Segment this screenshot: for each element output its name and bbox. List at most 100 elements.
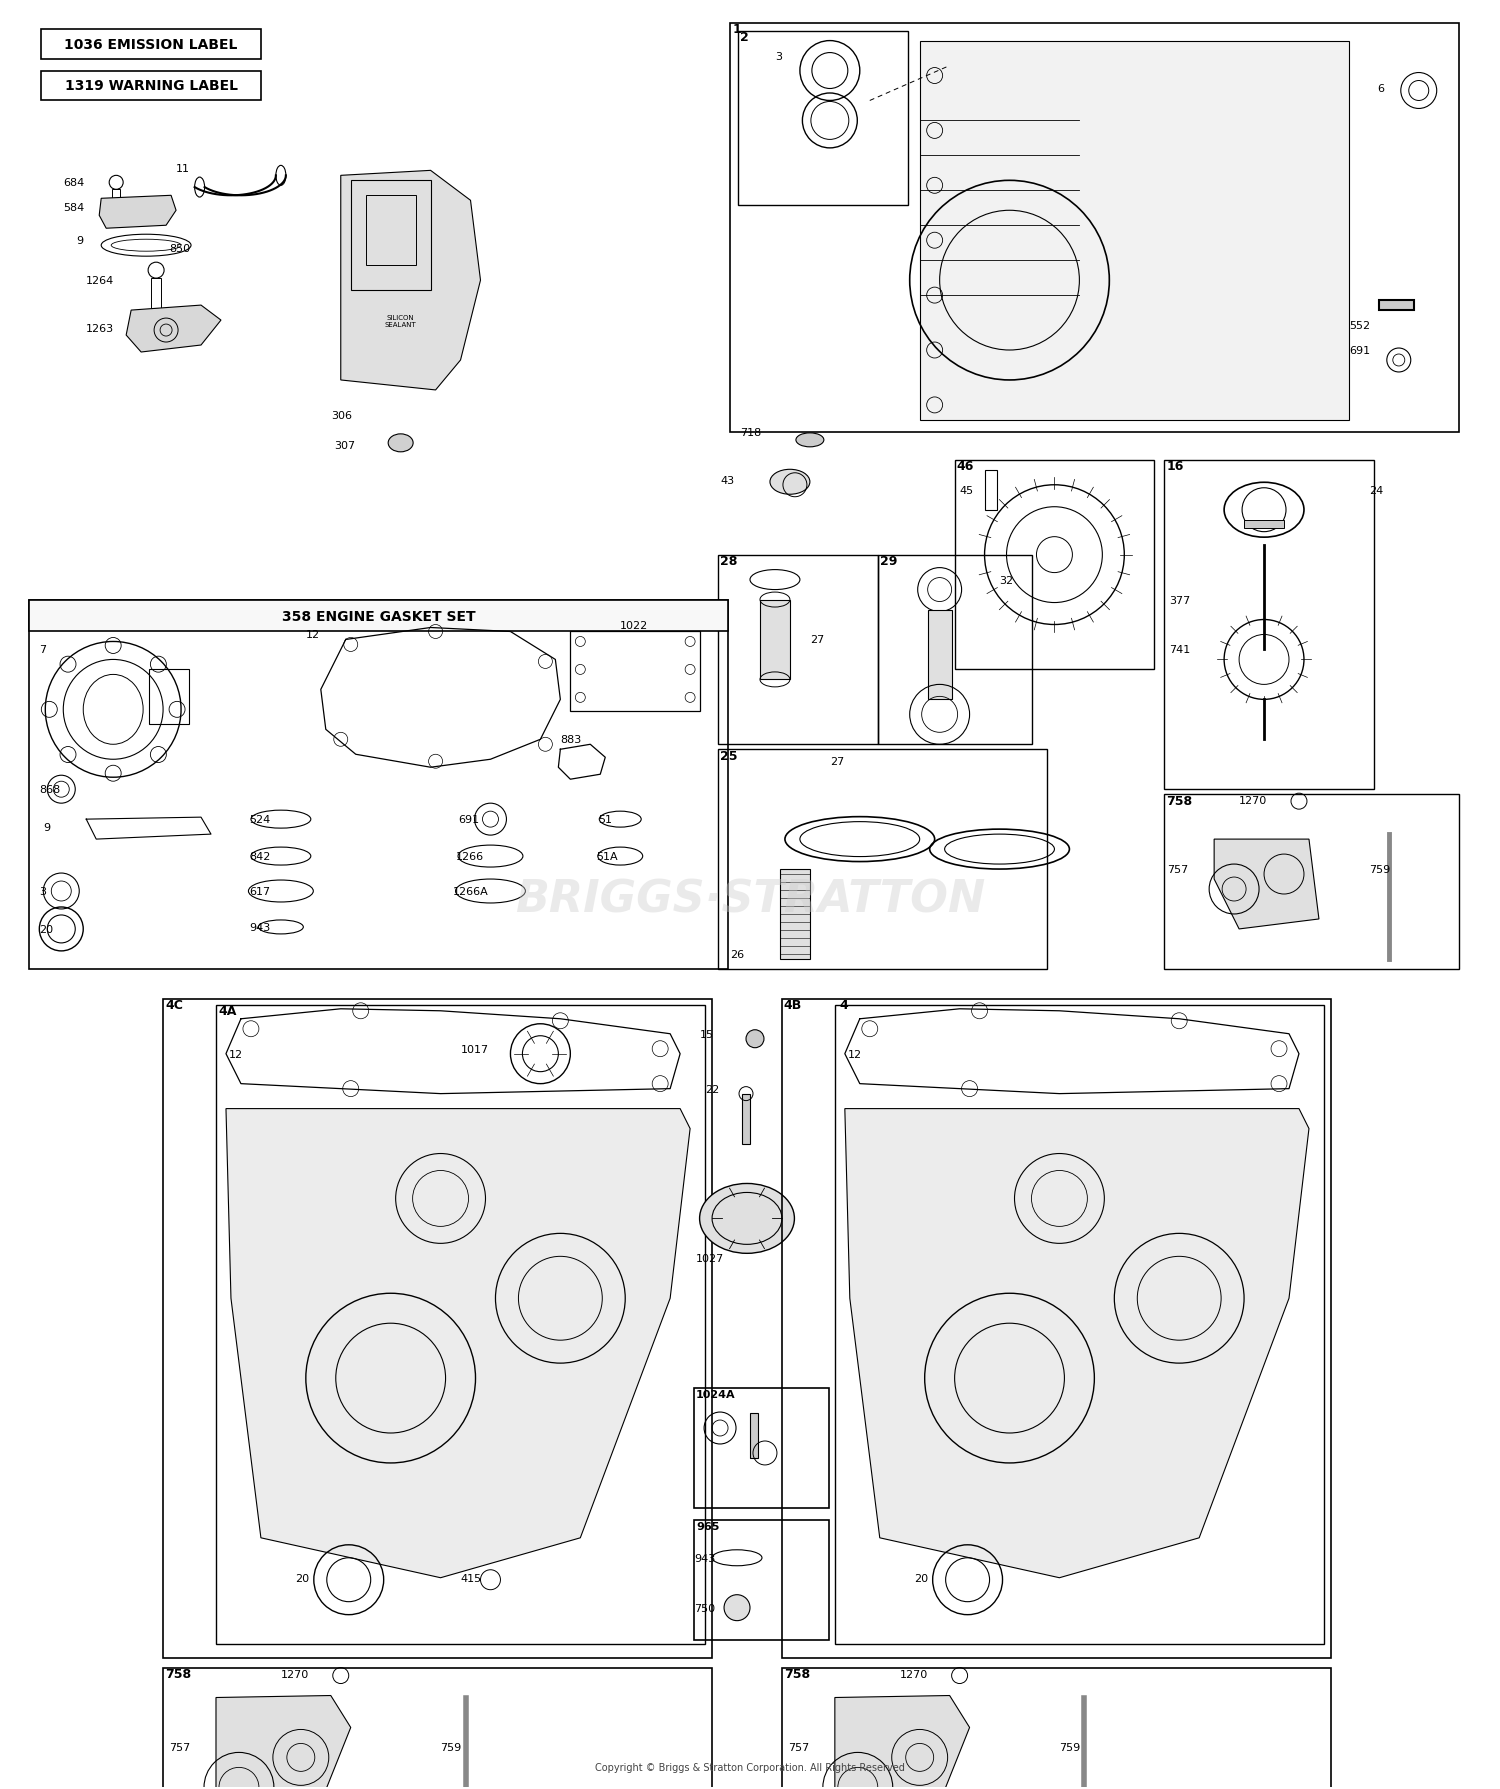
Text: 750: 750 [694,1603,715,1612]
Bar [742,1095,750,1143]
Text: Copyright © Briggs & Stratton Corporation. All Rights Reserved: Copyright © Briggs & Stratton Corporatio… [596,1762,904,1773]
Text: 524: 524 [249,814,270,825]
Text: 25: 25 [720,750,738,762]
Text: 759: 759 [1059,1742,1080,1753]
Text: 759: 759 [1370,864,1390,875]
Text: 46: 46 [957,460,974,472]
Text: 22: 22 [705,1084,720,1095]
Text: 1: 1 [734,23,742,36]
Text: 1036 EMISSION LABEL: 1036 EMISSION LABEL [64,38,238,52]
Text: 691: 691 [459,814,480,825]
Bar [148,671,189,725]
Polygon shape [99,197,176,229]
Text: 51A: 51A [597,852,618,862]
Text: 9: 9 [44,823,51,832]
Text: 1027: 1027 [696,1254,724,1263]
Bar [42,30,261,59]
Text: 358 ENGINE GASKET SET: 358 ENGINE GASKET SET [282,610,476,623]
Bar [750,1413,758,1458]
Text: 1270: 1270 [280,1669,309,1678]
Text: 32: 32 [999,576,1014,585]
Text: 1266: 1266 [456,852,483,862]
Bar [1164,460,1374,789]
Bar [164,1667,712,1789]
Bar [738,32,908,206]
Text: 758: 758 [165,1667,190,1680]
Text: 741: 741 [1168,646,1191,655]
Bar [694,1388,830,1508]
Text: 943: 943 [249,923,270,932]
Ellipse shape [770,471,810,496]
Text: 1266A: 1266A [453,887,489,896]
Bar [1244,521,1284,528]
Bar [216,1005,705,1644]
Text: 943: 943 [694,1553,715,1564]
Bar [730,23,1458,433]
Text: 45: 45 [960,485,974,496]
Text: 757: 757 [788,1742,808,1753]
Text: 29: 29 [880,555,897,567]
Bar [984,471,996,510]
Text: 4B: 4B [784,998,802,1013]
Text: 4C: 4C [165,998,183,1013]
Bar [30,601,728,632]
Text: 757: 757 [1167,864,1188,875]
Polygon shape [1214,839,1318,930]
Circle shape [724,1594,750,1621]
Text: 12: 12 [847,1048,862,1059]
Bar [954,460,1155,671]
Text: 20: 20 [296,1573,309,1583]
Polygon shape [927,610,951,699]
Text: 43: 43 [720,476,734,485]
Text: 718: 718 [740,428,762,438]
Text: 758: 758 [1166,794,1192,807]
Text: 1017: 1017 [460,1045,489,1054]
Bar [836,1005,1324,1644]
Ellipse shape [388,435,412,453]
Text: 758: 758 [784,1667,810,1680]
Bar [42,72,261,102]
Text: 965: 965 [696,1521,720,1531]
Text: 12: 12 [230,1048,243,1059]
Text: 306: 306 [332,411,352,420]
Text: 24: 24 [1370,485,1383,496]
Bar [1378,301,1414,311]
Text: 3: 3 [39,887,46,896]
Text: 883: 883 [561,735,582,744]
Text: 6: 6 [1377,84,1384,95]
Text: 552: 552 [1348,320,1370,331]
Ellipse shape [796,433,824,447]
Text: 16: 16 [1166,460,1184,472]
Text: 377: 377 [1168,596,1191,605]
Polygon shape [836,1696,969,1789]
Bar [1164,794,1458,970]
Text: 2: 2 [740,30,748,45]
Text: 4A: 4A [217,1005,237,1018]
Text: 11: 11 [176,165,190,174]
Text: 20: 20 [39,925,54,934]
Polygon shape [126,306,220,352]
Text: 684: 684 [63,179,84,188]
Text: 3: 3 [776,52,782,61]
Bar [878,555,1032,744]
Bar [782,1667,1330,1789]
Bar [416,211,430,225]
Text: BRIGGS·STRATTON: BRIGGS·STRATTON [514,878,986,921]
Bar [718,555,878,744]
Text: 1024A: 1024A [696,1390,735,1399]
Bar [570,632,700,712]
Text: 1022: 1022 [620,621,648,632]
Text: 1264: 1264 [86,276,114,286]
Bar [694,1521,830,1641]
Bar [30,601,728,970]
Bar [152,279,160,309]
Text: 15: 15 [700,1029,714,1039]
Polygon shape [920,41,1348,420]
Text: SILICON
SEALANT: SILICON SEALANT [386,315,417,327]
Bar [164,1000,712,1658]
Text: 584: 584 [63,204,84,213]
Polygon shape [844,1109,1310,1578]
Text: 27: 27 [830,757,844,767]
Bar [400,222,445,301]
Text: 757: 757 [170,1742,190,1753]
